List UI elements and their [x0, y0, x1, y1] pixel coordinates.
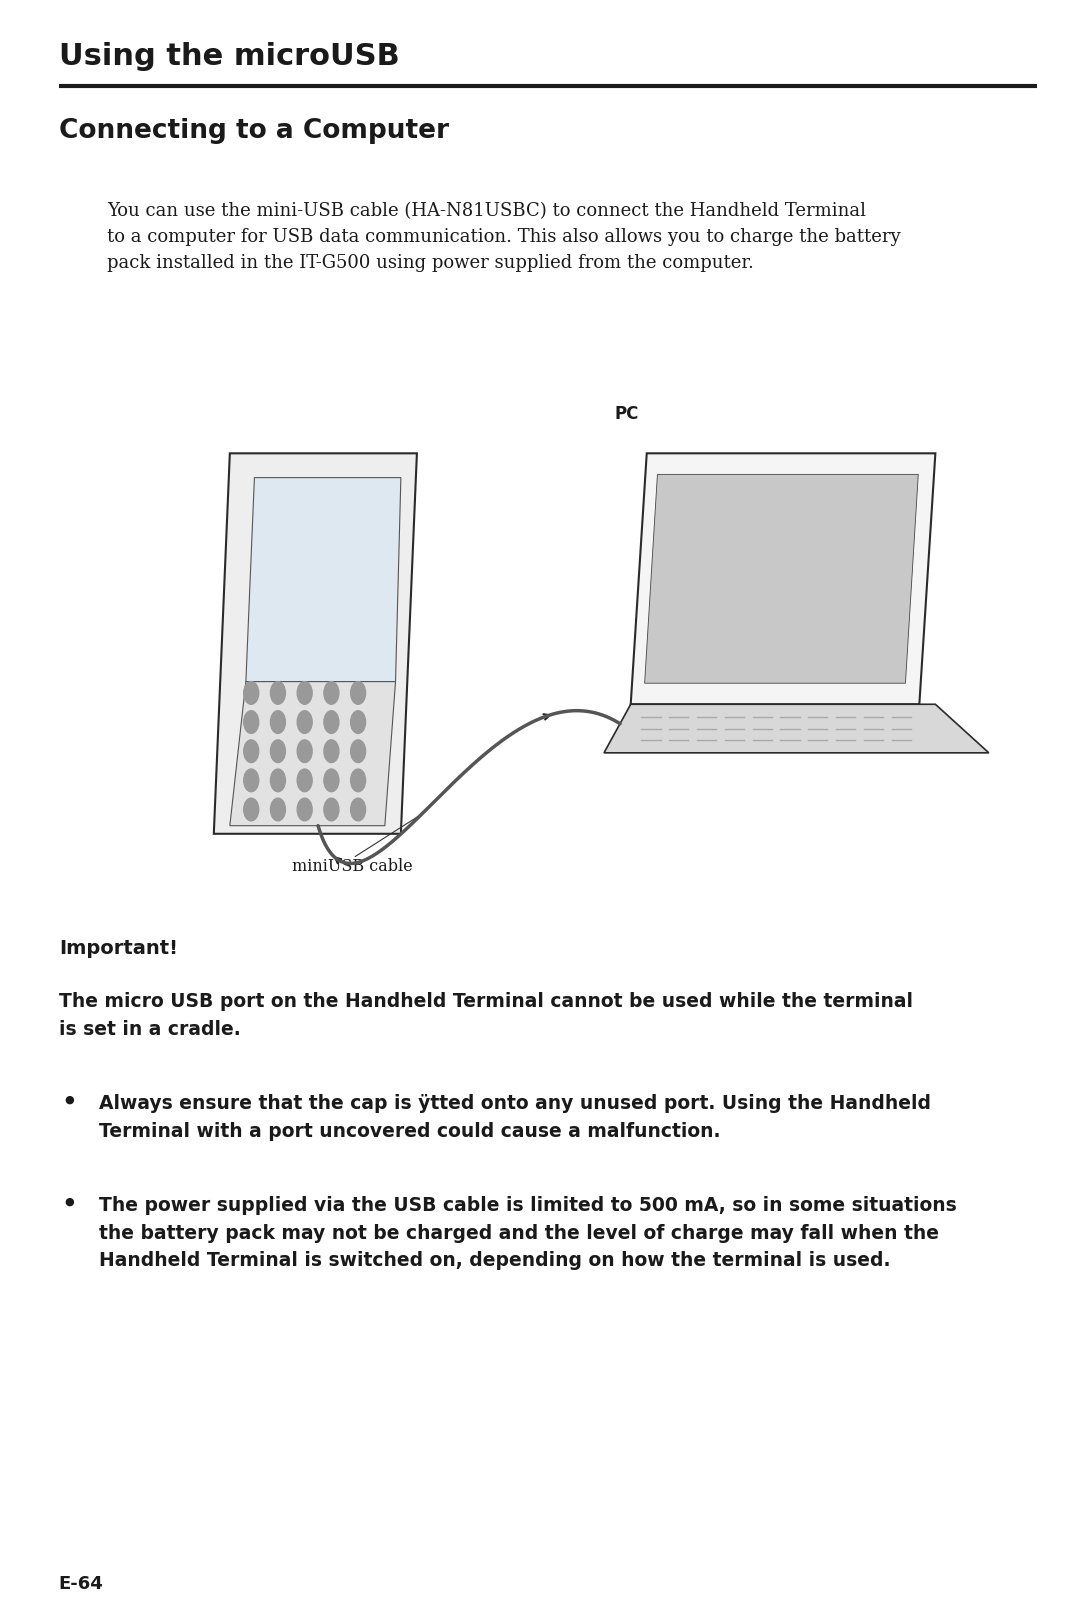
Circle shape	[270, 740, 285, 763]
Circle shape	[324, 682, 339, 704]
Circle shape	[324, 798, 339, 821]
Polygon shape	[604, 704, 989, 753]
Text: The micro USB port on the Handheld Terminal cannot be used while the terminal
is: The micro USB port on the Handheld Termi…	[59, 992, 913, 1039]
Circle shape	[351, 769, 366, 792]
Text: Important!: Important!	[59, 939, 177, 958]
Circle shape	[324, 769, 339, 792]
Circle shape	[297, 798, 312, 821]
Circle shape	[244, 769, 259, 792]
Circle shape	[351, 711, 366, 733]
Text: Always ensure that the cap is ÿtted onto any unused port. Using the Handheld
Ter: Always ensure that the cap is ÿtted onto…	[99, 1094, 931, 1141]
Text: You can use the mini-USB cable (HA-N81USBC) to connect the Handheld Terminal
to : You can use the mini-USB cable (HA-N81US…	[107, 202, 900, 272]
Polygon shape	[246, 478, 401, 682]
Circle shape	[270, 769, 285, 792]
Text: The power supplied via the USB cable is limited to 500 mA, so in some situations: The power supplied via the USB cable is …	[99, 1196, 957, 1269]
Circle shape	[244, 711, 259, 733]
Circle shape	[351, 798, 366, 821]
Text: Connecting to a Computer: Connecting to a Computer	[59, 118, 449, 144]
Circle shape	[297, 769, 312, 792]
Polygon shape	[631, 453, 935, 704]
Polygon shape	[214, 453, 417, 834]
Circle shape	[351, 740, 366, 763]
Circle shape	[270, 711, 285, 733]
Circle shape	[244, 740, 259, 763]
Circle shape	[324, 740, 339, 763]
Polygon shape	[230, 682, 396, 826]
Text: ●: ●	[64, 1196, 74, 1206]
Text: E-64: E-64	[59, 1575, 104, 1593]
Text: PC: PC	[615, 405, 639, 423]
Circle shape	[270, 682, 285, 704]
Text: Using the microUSB: Using the microUSB	[59, 42, 400, 71]
Text: ●: ●	[64, 1094, 74, 1104]
Circle shape	[351, 682, 366, 704]
Polygon shape	[645, 474, 918, 683]
Text: miniUSB cable: miniUSB cable	[293, 858, 413, 876]
Circle shape	[244, 682, 259, 704]
Circle shape	[324, 711, 339, 733]
Circle shape	[244, 798, 259, 821]
Circle shape	[297, 682, 312, 704]
Circle shape	[297, 740, 312, 763]
Circle shape	[297, 711, 312, 733]
Circle shape	[270, 798, 285, 821]
